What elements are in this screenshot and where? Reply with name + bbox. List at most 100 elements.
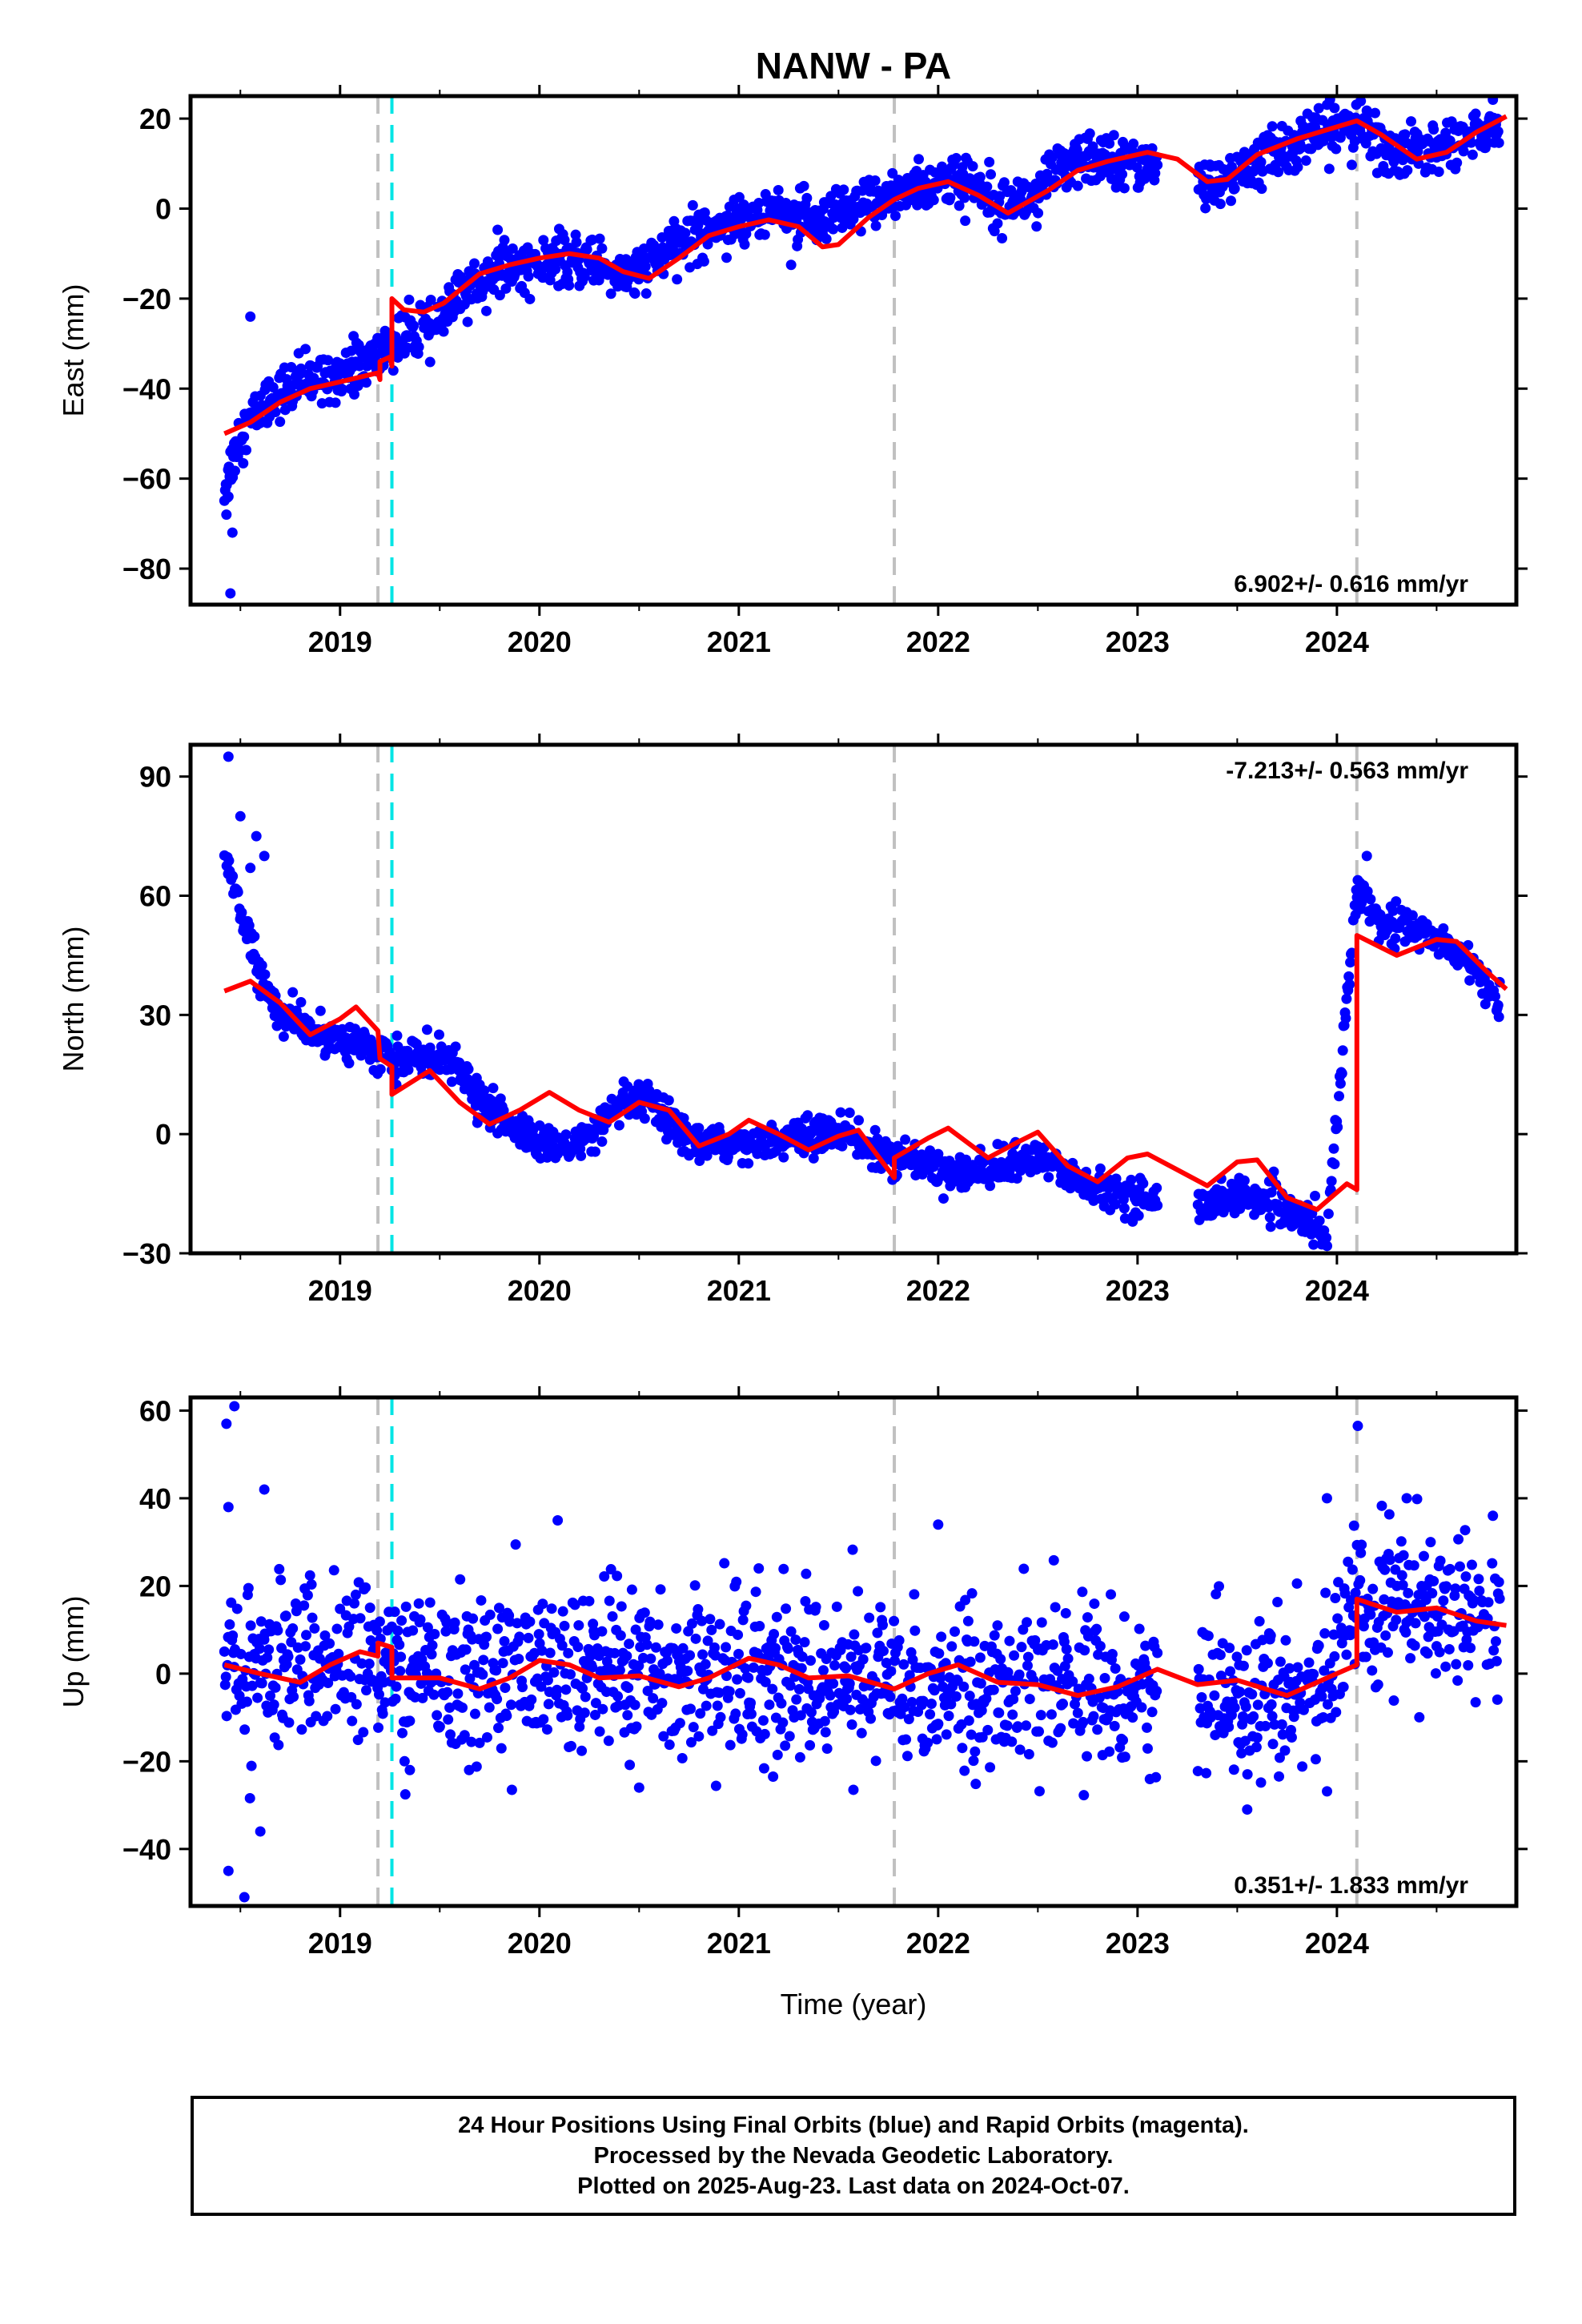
data-point (424, 356, 436, 368)
data-point (1396, 1570, 1407, 1581)
data-point (641, 1639, 652, 1651)
data-point (790, 1634, 801, 1646)
data-point (1344, 979, 1355, 990)
data-point (533, 1629, 544, 1640)
data-point (713, 1687, 725, 1699)
data-point (1252, 1699, 1263, 1711)
data-point (975, 1678, 986, 1689)
data-point (391, 1681, 402, 1692)
data-point (700, 1659, 711, 1670)
data-point (889, 210, 901, 221)
data-point (1428, 1575, 1439, 1586)
data-point-outlier (245, 311, 256, 322)
data-point-outlier (1242, 1804, 1253, 1815)
data-point (624, 1759, 636, 1771)
data-point (1335, 1078, 1346, 1089)
data-point (885, 1666, 897, 1677)
data-point-outlier (753, 1562, 765, 1574)
data-point (605, 288, 616, 300)
data-point (759, 1728, 770, 1739)
data-point (607, 1610, 618, 1622)
y-tick-label: −60 (122, 463, 171, 496)
data-point (263, 1644, 275, 1655)
data-point (1284, 1663, 1295, 1674)
data-point (352, 380, 363, 392)
data-point (524, 293, 536, 304)
data-point (349, 389, 360, 400)
data-point (1251, 1732, 1263, 1743)
data-point (1142, 1722, 1153, 1733)
x-tick-label: 2023 (1106, 1927, 1170, 1960)
data-point (982, 1724, 994, 1735)
data-point (841, 1693, 853, 1704)
data-point (697, 1649, 709, 1660)
data-point (1018, 1563, 1030, 1574)
data-point (1318, 1711, 1329, 1723)
data-point (1265, 1630, 1276, 1641)
data-point (1022, 1651, 1034, 1663)
footer-box: 24 Hour Positions Using Final Orbits (bl… (191, 2096, 1516, 2216)
data-point (446, 1076, 457, 1088)
data-point (769, 1642, 781, 1654)
data-point (1438, 1595, 1449, 1606)
data-point (245, 1620, 256, 1631)
data-point (1324, 96, 1335, 105)
data-point (721, 252, 733, 263)
data-point (1126, 1174, 1137, 1185)
data-point (300, 344, 311, 355)
data-point (492, 224, 504, 235)
data-point (629, 288, 640, 300)
data-point (1192, 1766, 1203, 1777)
data-point (1238, 1660, 1249, 1671)
data-point (609, 1647, 620, 1659)
data-point (838, 184, 849, 195)
data-point (356, 1658, 367, 1669)
data-point (1335, 1622, 1347, 1634)
data-point (309, 1622, 320, 1634)
data-point (347, 1715, 358, 1727)
data-point (330, 397, 341, 408)
data-point (1337, 1045, 1348, 1056)
data-point (828, 223, 839, 235)
data-point (1467, 149, 1478, 160)
data-point (954, 200, 965, 211)
data-point (360, 1582, 371, 1593)
data-point (1034, 1786, 1045, 1797)
data-point (474, 1737, 485, 1748)
data-point (1358, 1621, 1369, 1632)
data-point (1458, 146, 1469, 157)
data-point (732, 1674, 743, 1685)
data-point (699, 207, 710, 218)
data-point (594, 1726, 605, 1737)
data-point (1133, 1210, 1144, 1221)
data-point (300, 1641, 311, 1652)
data-point (1343, 971, 1355, 982)
data-point (1494, 1593, 1505, 1604)
data-point (1332, 1613, 1343, 1624)
data-point (391, 1030, 403, 1041)
data-point (1319, 1665, 1330, 1676)
data-point (552, 1684, 563, 1695)
data-point (589, 1709, 600, 1720)
data-point (1322, 1699, 1333, 1710)
data-point (589, 1146, 600, 1157)
data-point (352, 1735, 363, 1746)
data-point (220, 1671, 231, 1683)
data-point (323, 1677, 334, 1688)
data-point (817, 1665, 829, 1676)
data-point (1430, 1668, 1441, 1679)
panel-frame (188, 94, 1519, 607)
data-point (295, 1654, 306, 1665)
data-point (849, 1629, 860, 1640)
data-point (758, 1763, 769, 1774)
data-point (429, 1628, 440, 1639)
data-point (1235, 1203, 1246, 1214)
data-point (693, 1731, 705, 1742)
data-point (962, 1615, 974, 1626)
data-point (1277, 1729, 1288, 1740)
data-point (1379, 1564, 1391, 1575)
data-point (821, 233, 832, 244)
data-point (1210, 1730, 1221, 1741)
